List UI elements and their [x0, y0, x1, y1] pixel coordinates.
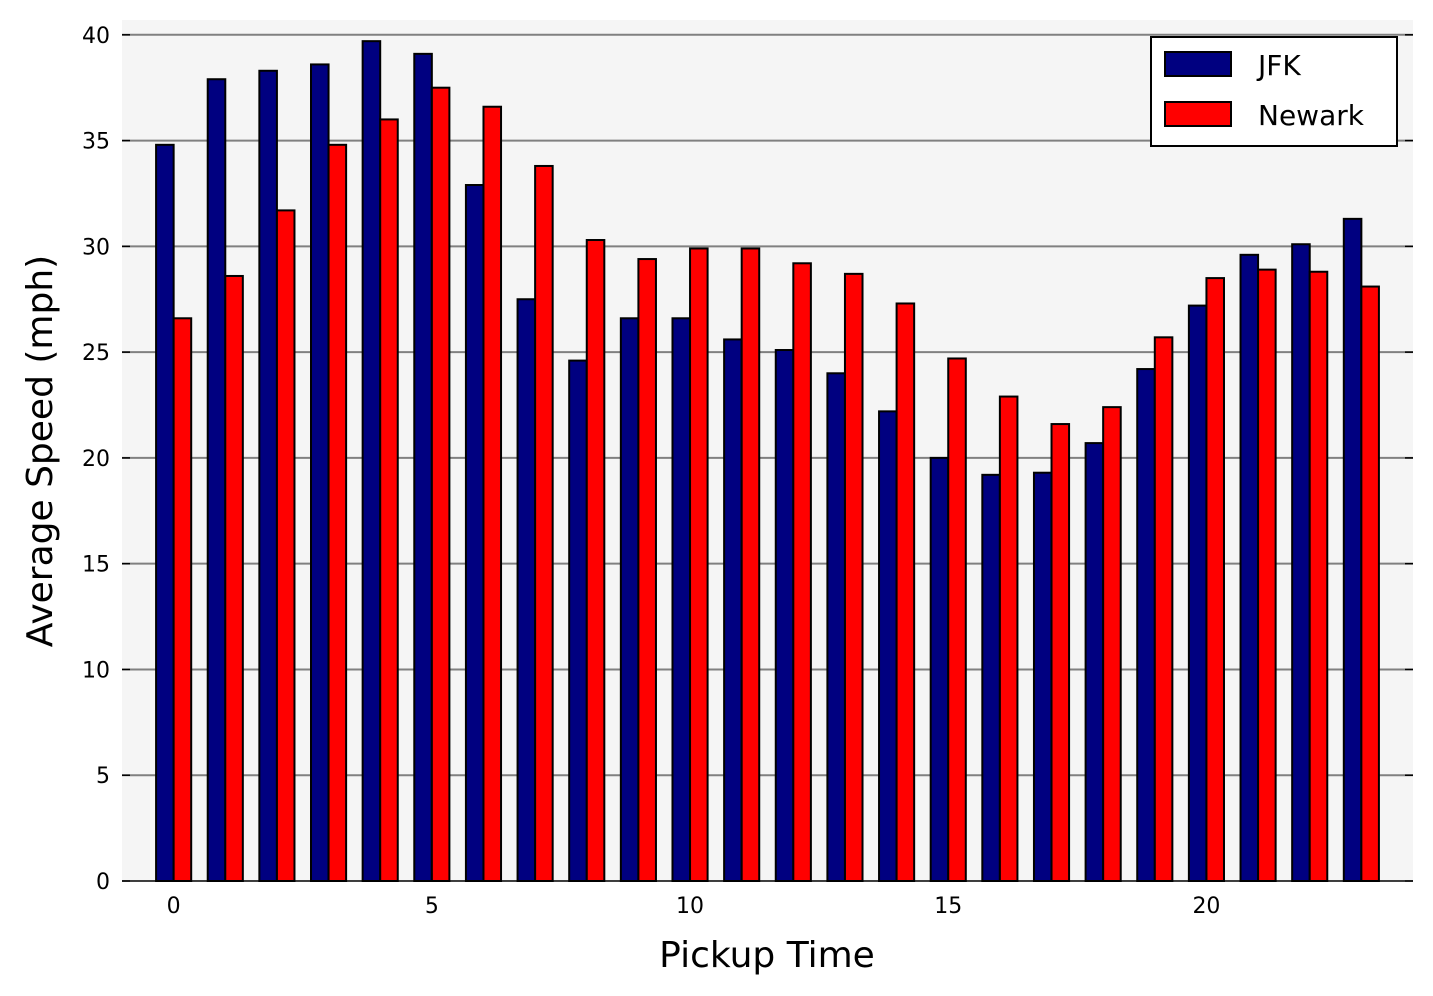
legend-swatch-jfk: [1164, 51, 1232, 77]
bar-newark-1: [224, 274, 244, 882]
bar-newark-17: [1050, 423, 1071, 882]
bar-jfk-1: [206, 78, 227, 883]
bar-jfk-14: [878, 410, 898, 882]
y-tick-label: 15: [82, 553, 110, 578]
bar-jfk-15: [929, 456, 950, 882]
bar-newark-0: [172, 317, 193, 883]
bar-jfk-17: [1032, 471, 1053, 882]
bar-jfk-13: [826, 372, 846, 882]
bar-jfk-20: [1187, 304, 1208, 883]
bar-newark-20: [1205, 277, 1225, 882]
y-axis-ticks: 0 5 10 15 20 25 30 35 40: [82, 24, 1413, 895]
bar-newark-4: [379, 118, 399, 883]
bar-newark-10: [689, 247, 709, 882]
bar-newark-8: [585, 239, 606, 882]
y-tick-label: 25: [82, 341, 110, 366]
x-tick-label: 15: [934, 894, 962, 919]
bar-jfk-2: [258, 69, 278, 883]
legend-label-newark: Newark: [1258, 99, 1365, 132]
legend-label-jfk: JFK: [1256, 49, 1301, 82]
bar-jfk-11: [723, 338, 743, 883]
bar-newark-13: [843, 272, 864, 882]
bar-jfk-16: [981, 473, 1001, 882]
bar-jfk-22: [1291, 243, 1311, 882]
y-tick-label: 10: [82, 658, 110, 683]
y-axis-label: Average Speed (mph): [20, 255, 61, 647]
bar-jfk-5: [413, 52, 433, 883]
legend: JFK Newark: [1150, 36, 1398, 147]
bar-newark-16: [998, 395, 1019, 882]
bar-jfk-8: [568, 359, 588, 882]
bar-newark-6: [482, 105, 503, 883]
bar-newark-2: [275, 209, 296, 882]
bar-jfk-6: [464, 184, 485, 882]
x-tick-label: 10: [676, 894, 704, 919]
bar-newark-3: [327, 143, 348, 882]
x-tick-label: 0: [167, 894, 181, 919]
bar-newark-7: [534, 164, 554, 882]
y-tick-label: 5: [96, 764, 110, 789]
bar-jfk-4: [361, 40, 382, 883]
y-tick-label: 40: [82, 24, 110, 49]
bar-jfk-10: [671, 317, 692, 883]
x-tick-label: 5: [425, 894, 439, 919]
bar-newark-22: [1308, 270, 1329, 882]
bar-jfk-19: [1136, 368, 1156, 882]
bar-newark-18: [1102, 406, 1122, 882]
bar-jfk-9: [619, 317, 640, 883]
x-tick-label: 20: [1192, 894, 1220, 919]
bar-jfk-21: [1239, 253, 1260, 882]
x-axis-ticks: 0 5 10 15 20: [167, 873, 1220, 919]
bar-newark-12: [792, 262, 812, 882]
y-tick-label: 20: [82, 447, 110, 472]
y-tick-label: 35: [82, 130, 110, 155]
bar-newark-19: [1153, 336, 1174, 883]
bar-newark-9: [637, 258, 657, 882]
bar-newark-21: [1257, 268, 1277, 882]
bar-newark-23: [1360, 285, 1380, 882]
bar-jfk-0: [155, 143, 175, 882]
bar-jfk-18: [1084, 442, 1105, 882]
bar-newark-14: [895, 302, 916, 883]
bar-newark-15: [947, 357, 967, 882]
bar-jfk-12: [774, 349, 795, 882]
legend-swatch-newark: [1164, 101, 1232, 127]
y-tick-label: 0: [96, 870, 110, 895]
bar-jfk-7: [516, 298, 537, 883]
y-tick-label: 30: [82, 235, 110, 260]
bar-newark-5: [430, 86, 451, 883]
bar-jfk-3: [310, 63, 330, 883]
x-axis-label: Pickup Time: [659, 935, 875, 976]
bar-jfk-23: [1342, 217, 1363, 882]
bar-newark-11: [740, 247, 761, 882]
